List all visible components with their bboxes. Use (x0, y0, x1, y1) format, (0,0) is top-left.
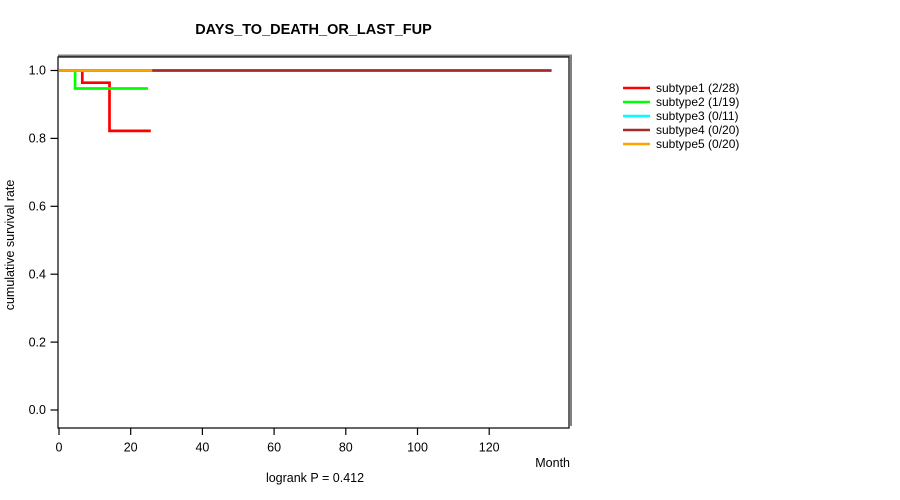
legend-label-4: subtype4 (0/20) (656, 123, 739, 137)
y-tick-label: 0.2 (29, 335, 46, 349)
logrank-annotation: logrank P = 0.412 (266, 471, 364, 485)
survival-curve-1 (59, 69, 151, 133)
x-tick-label: 0 (56, 441, 63, 455)
x-tick-label: 60 (267, 441, 281, 455)
survival-curve-2 (59, 69, 148, 90)
plot-layer: 0 20 40 60 80 100 120 0.0 0.2 0.4 0.6 0.8 1.0 subtype… (29, 54, 739, 455)
y-tick-label: 0.0 (29, 403, 46, 417)
y-tick-label: 0.8 (29, 132, 46, 146)
legend-label-2: subtype2 (1/19) (656, 95, 739, 109)
x-tick-label: 120 (479, 441, 500, 455)
y-tick-label: 0.6 (29, 200, 46, 214)
x-tick-label: 100 (407, 441, 428, 455)
x-tick-label: 40 (195, 441, 209, 455)
legend-label-1: subtype1 (2/28) (656, 81, 739, 95)
legend-label-3: subtype3 (0/11) (656, 109, 739, 123)
plot-border (57, 56, 570, 429)
plot-box-shadow (58, 54, 572, 426)
y-tick-label: 1.0 (29, 64, 46, 78)
chart-title: DAYS_TO_DEATH_OR_LAST_FUP (195, 22, 432, 38)
y-tick-label: 0.4 (29, 267, 46, 281)
x-tick-label: 20 (124, 441, 138, 455)
y-axis-label: cumulative survival rate (3, 180, 17, 311)
x-axis-label: Month (535, 456, 570, 470)
legend-label-5: subtype5 (0/20) (656, 137, 739, 151)
x-tick-label: 80 (339, 441, 353, 455)
